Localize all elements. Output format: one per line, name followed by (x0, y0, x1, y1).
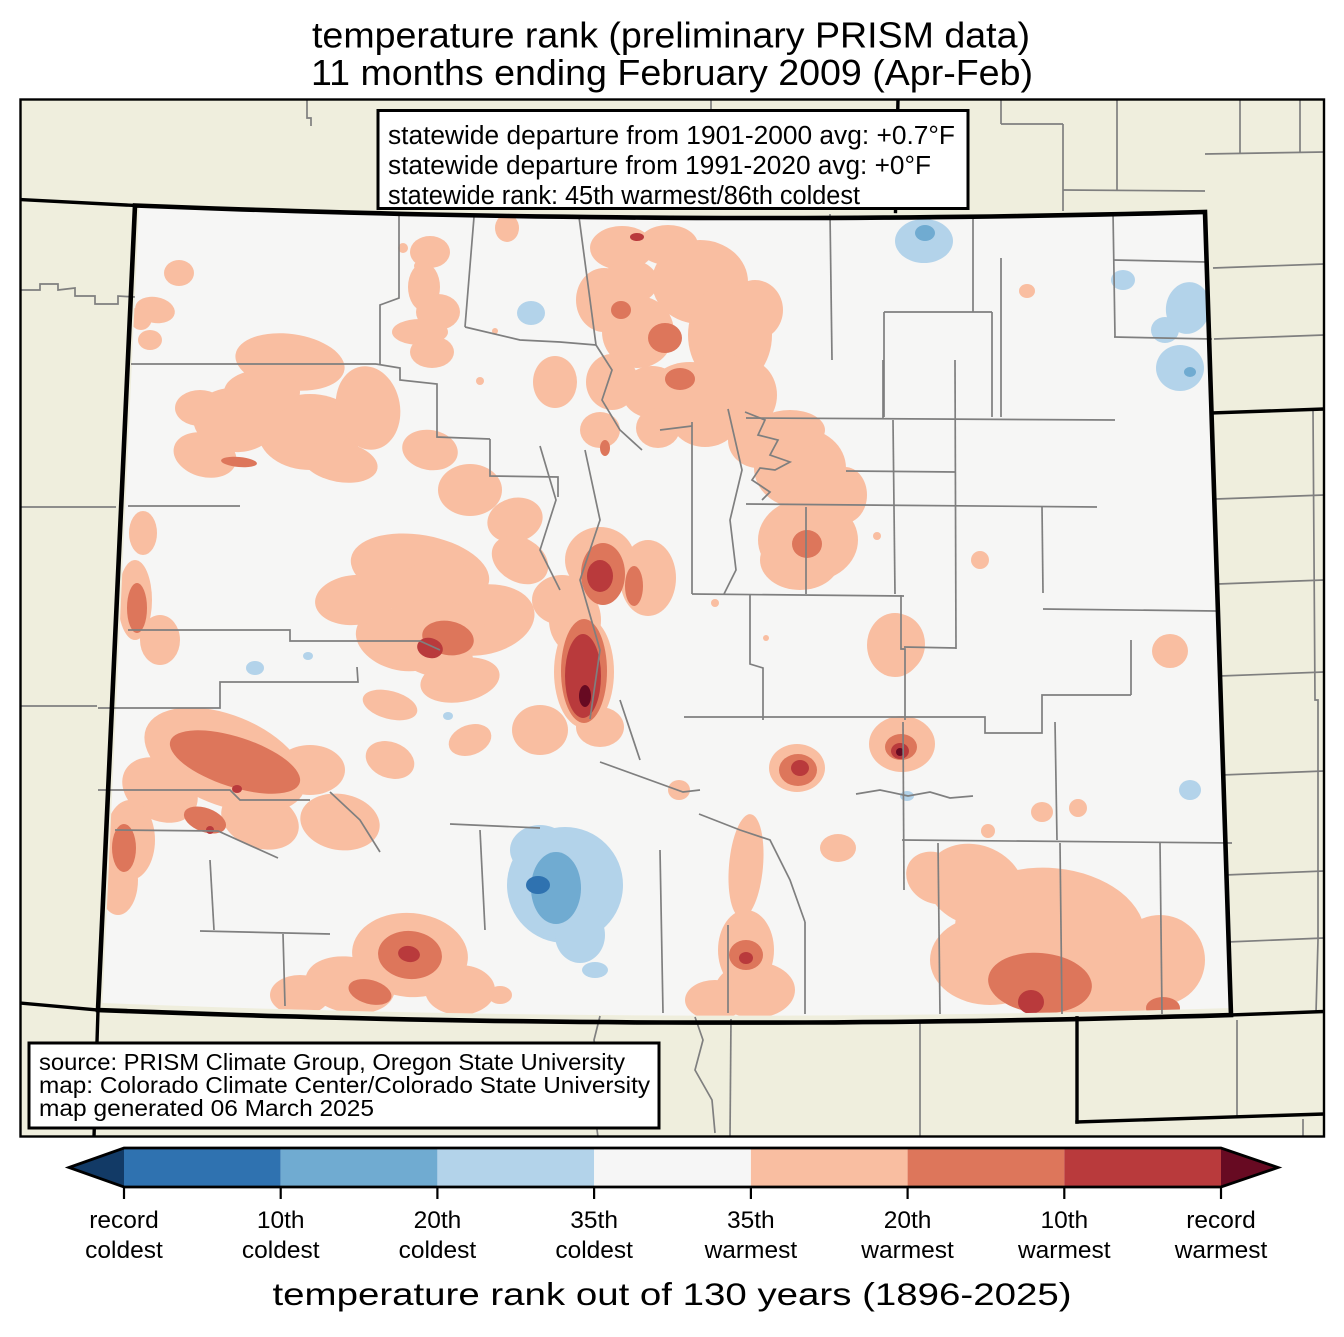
svg-text:map generated 06 March 2025: map generated 06 March 2025 (39, 1095, 374, 1121)
svg-text:35th: 35th (570, 1207, 618, 1234)
svg-text:20th: 20th (884, 1207, 932, 1234)
svg-text:record: record (1186, 1207, 1255, 1234)
svg-text:coldest: coldest (85, 1237, 163, 1264)
svg-text:coldest: coldest (399, 1237, 477, 1264)
svg-text:map: Colorado Climate Center/C: map: Colorado Climate Center/Colorado St… (39, 1072, 650, 1098)
svg-text:20th: 20th (414, 1207, 462, 1234)
svg-text:10th: 10th (1040, 1207, 1088, 1234)
svg-text:11 months ending February 2009: 11 months ending February 2009 (Apr-Feb) (311, 52, 1033, 93)
svg-text:temperature rank out of 130 ye: temperature rank out of 130 years (1896-… (273, 1276, 1072, 1312)
svg-text:10th: 10th (257, 1207, 305, 1234)
svg-text:warmest: warmest (860, 1237, 954, 1264)
svg-text:record: record (89, 1207, 158, 1234)
svg-text:coldest: coldest (555, 1237, 633, 1264)
svg-text:source: PRISM Climate Group, O: source: PRISM Climate Group, Oregon Stat… (39, 1049, 625, 1075)
svg-text:warmest: warmest (704, 1237, 798, 1264)
svg-text:warmest: warmest (1174, 1237, 1268, 1264)
svg-text:statewide rank: 45th warmest/8: statewide rank: 45th warmest/86th coldes… (388, 182, 860, 210)
svg-text:statewide departure from 1901-: statewide departure from 1901-2000 avg: … (388, 122, 955, 150)
svg-text:statewide departure from 1991-: statewide departure from 1991-2020 avg: … (388, 152, 931, 180)
svg-text:coldest: coldest (242, 1237, 320, 1264)
svg-text:35th: 35th (727, 1207, 775, 1234)
svg-text:temperature rank (preliminary: temperature rank (preliminary PRISM data… (312, 15, 1030, 56)
svg-text:warmest: warmest (1017, 1237, 1111, 1264)
